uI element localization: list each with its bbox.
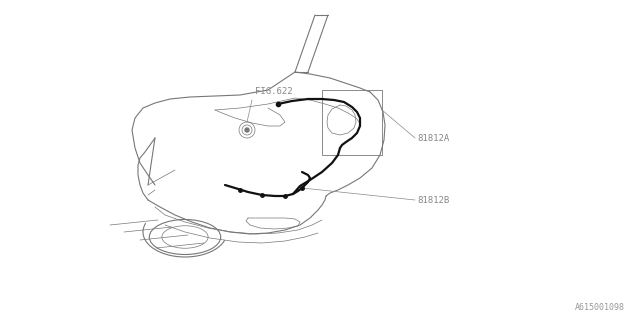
Circle shape	[245, 128, 249, 132]
Text: 81812B: 81812B	[417, 196, 449, 204]
Text: FIG.622: FIG.622	[255, 87, 292, 96]
Text: A615001098: A615001098	[575, 303, 625, 312]
Text: 81812A: 81812A	[417, 133, 449, 142]
Bar	[322, 90, 382, 155]
